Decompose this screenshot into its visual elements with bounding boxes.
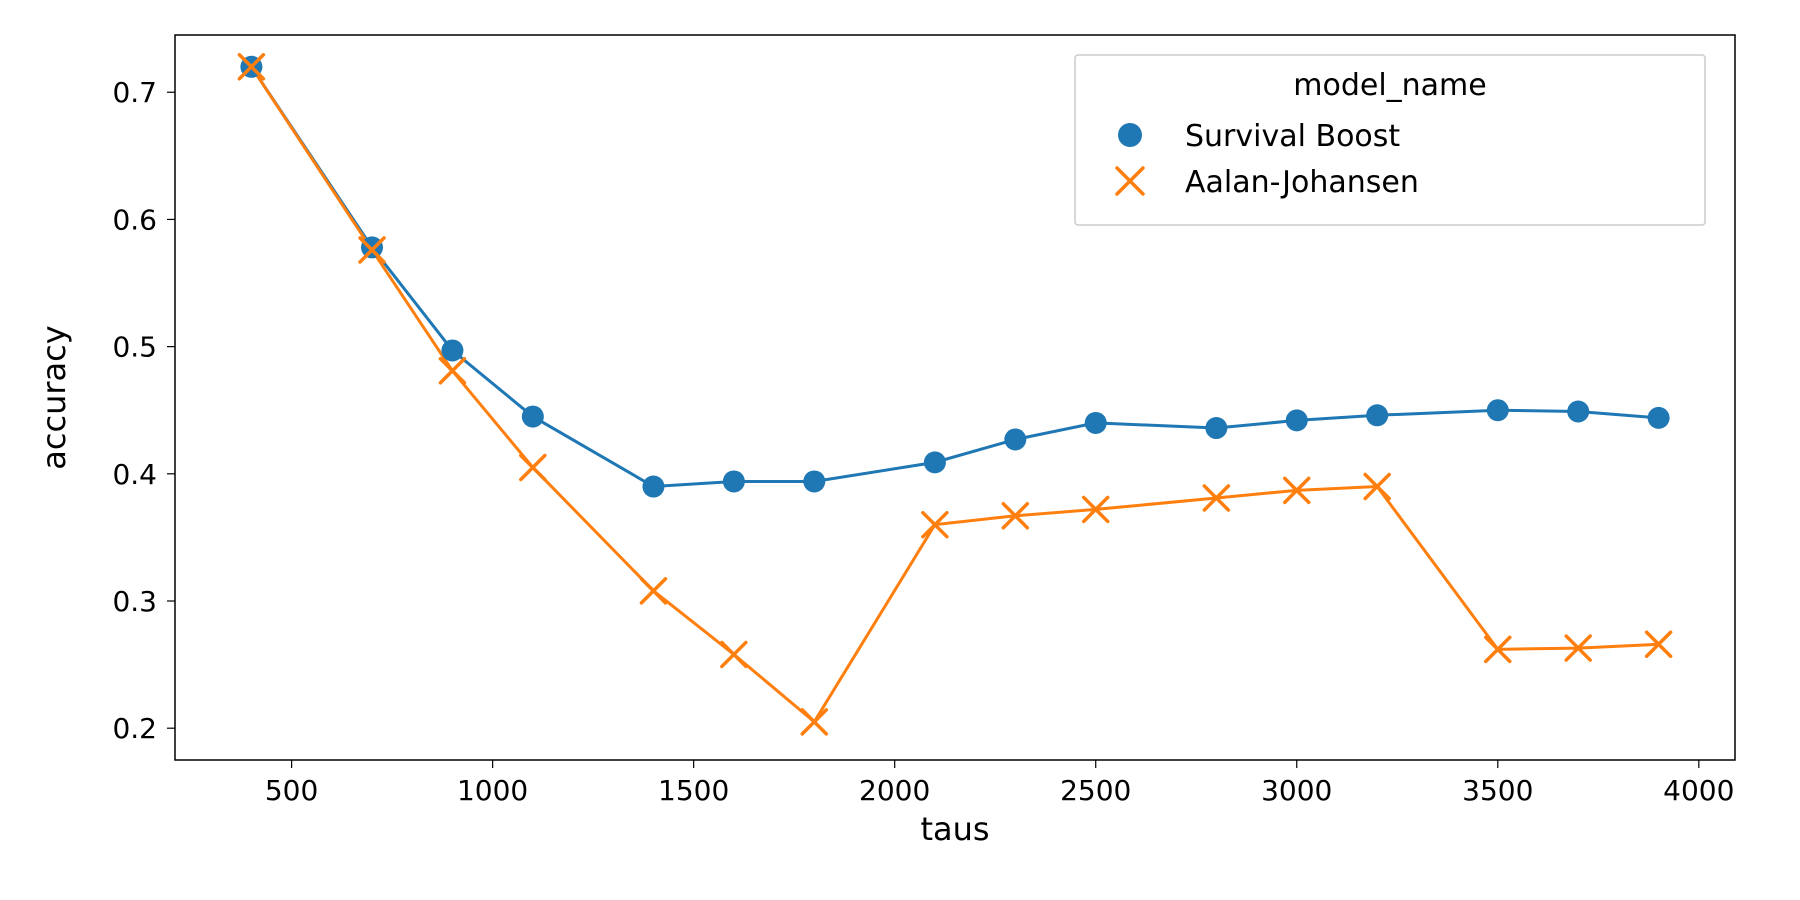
x-tick-label: 2000	[859, 774, 930, 807]
data-point	[803, 470, 825, 492]
y-tick-label: 0.2	[112, 712, 157, 745]
data-point	[723, 470, 745, 492]
data-point	[1487, 399, 1509, 421]
x-tick-label: 1500	[658, 774, 729, 807]
data-point	[1366, 404, 1388, 426]
y-tick-label: 0.4	[112, 458, 157, 491]
y-tick-label: 0.3	[112, 585, 157, 618]
y-tick-label: 0.5	[112, 331, 157, 364]
legend-title: model_name	[1293, 68, 1487, 103]
y-tick-label: 0.6	[112, 203, 157, 236]
data-point	[642, 476, 664, 498]
data-point	[1085, 412, 1107, 434]
data-point	[1118, 123, 1142, 147]
data-point	[361, 236, 383, 258]
data-point	[1286, 409, 1308, 431]
legend: model_name Survival Boost Aalan-Johansen	[1075, 55, 1705, 225]
x-tick-label: 4000	[1663, 774, 1734, 807]
legend-item-label: Aalan-Johansen	[1185, 165, 1419, 200]
x-tick-label: 1000	[457, 774, 528, 807]
data-point	[924, 451, 946, 473]
x-tick-label: 3000	[1261, 774, 1332, 807]
legend-item-label: Survival Boost	[1185, 119, 1400, 154]
data-point	[1567, 400, 1589, 422]
x-tick-label: 500	[265, 774, 318, 807]
data-point	[522, 406, 544, 428]
data-point	[1205, 417, 1227, 439]
chart-container: 500 1000 1500 2000 2500 3000 3500 4000 0.2 0.3 0.4…	[0, 0, 1800, 900]
data-point	[1004, 428, 1026, 450]
x-tick-label: 2500	[1060, 774, 1131, 807]
y-tick-label: 0.7	[112, 76, 157, 109]
data-point	[1648, 407, 1670, 429]
line-chart: 500 1000 1500 2000 2500 3000 3500 4000 0.2 0.3 0.4…	[0, 0, 1800, 900]
x-axis-label: taus	[920, 810, 989, 848]
x-tick-label: 3500	[1462, 774, 1533, 807]
data-point	[441, 339, 463, 361]
y-axis-label: accuracy	[35, 325, 73, 469]
